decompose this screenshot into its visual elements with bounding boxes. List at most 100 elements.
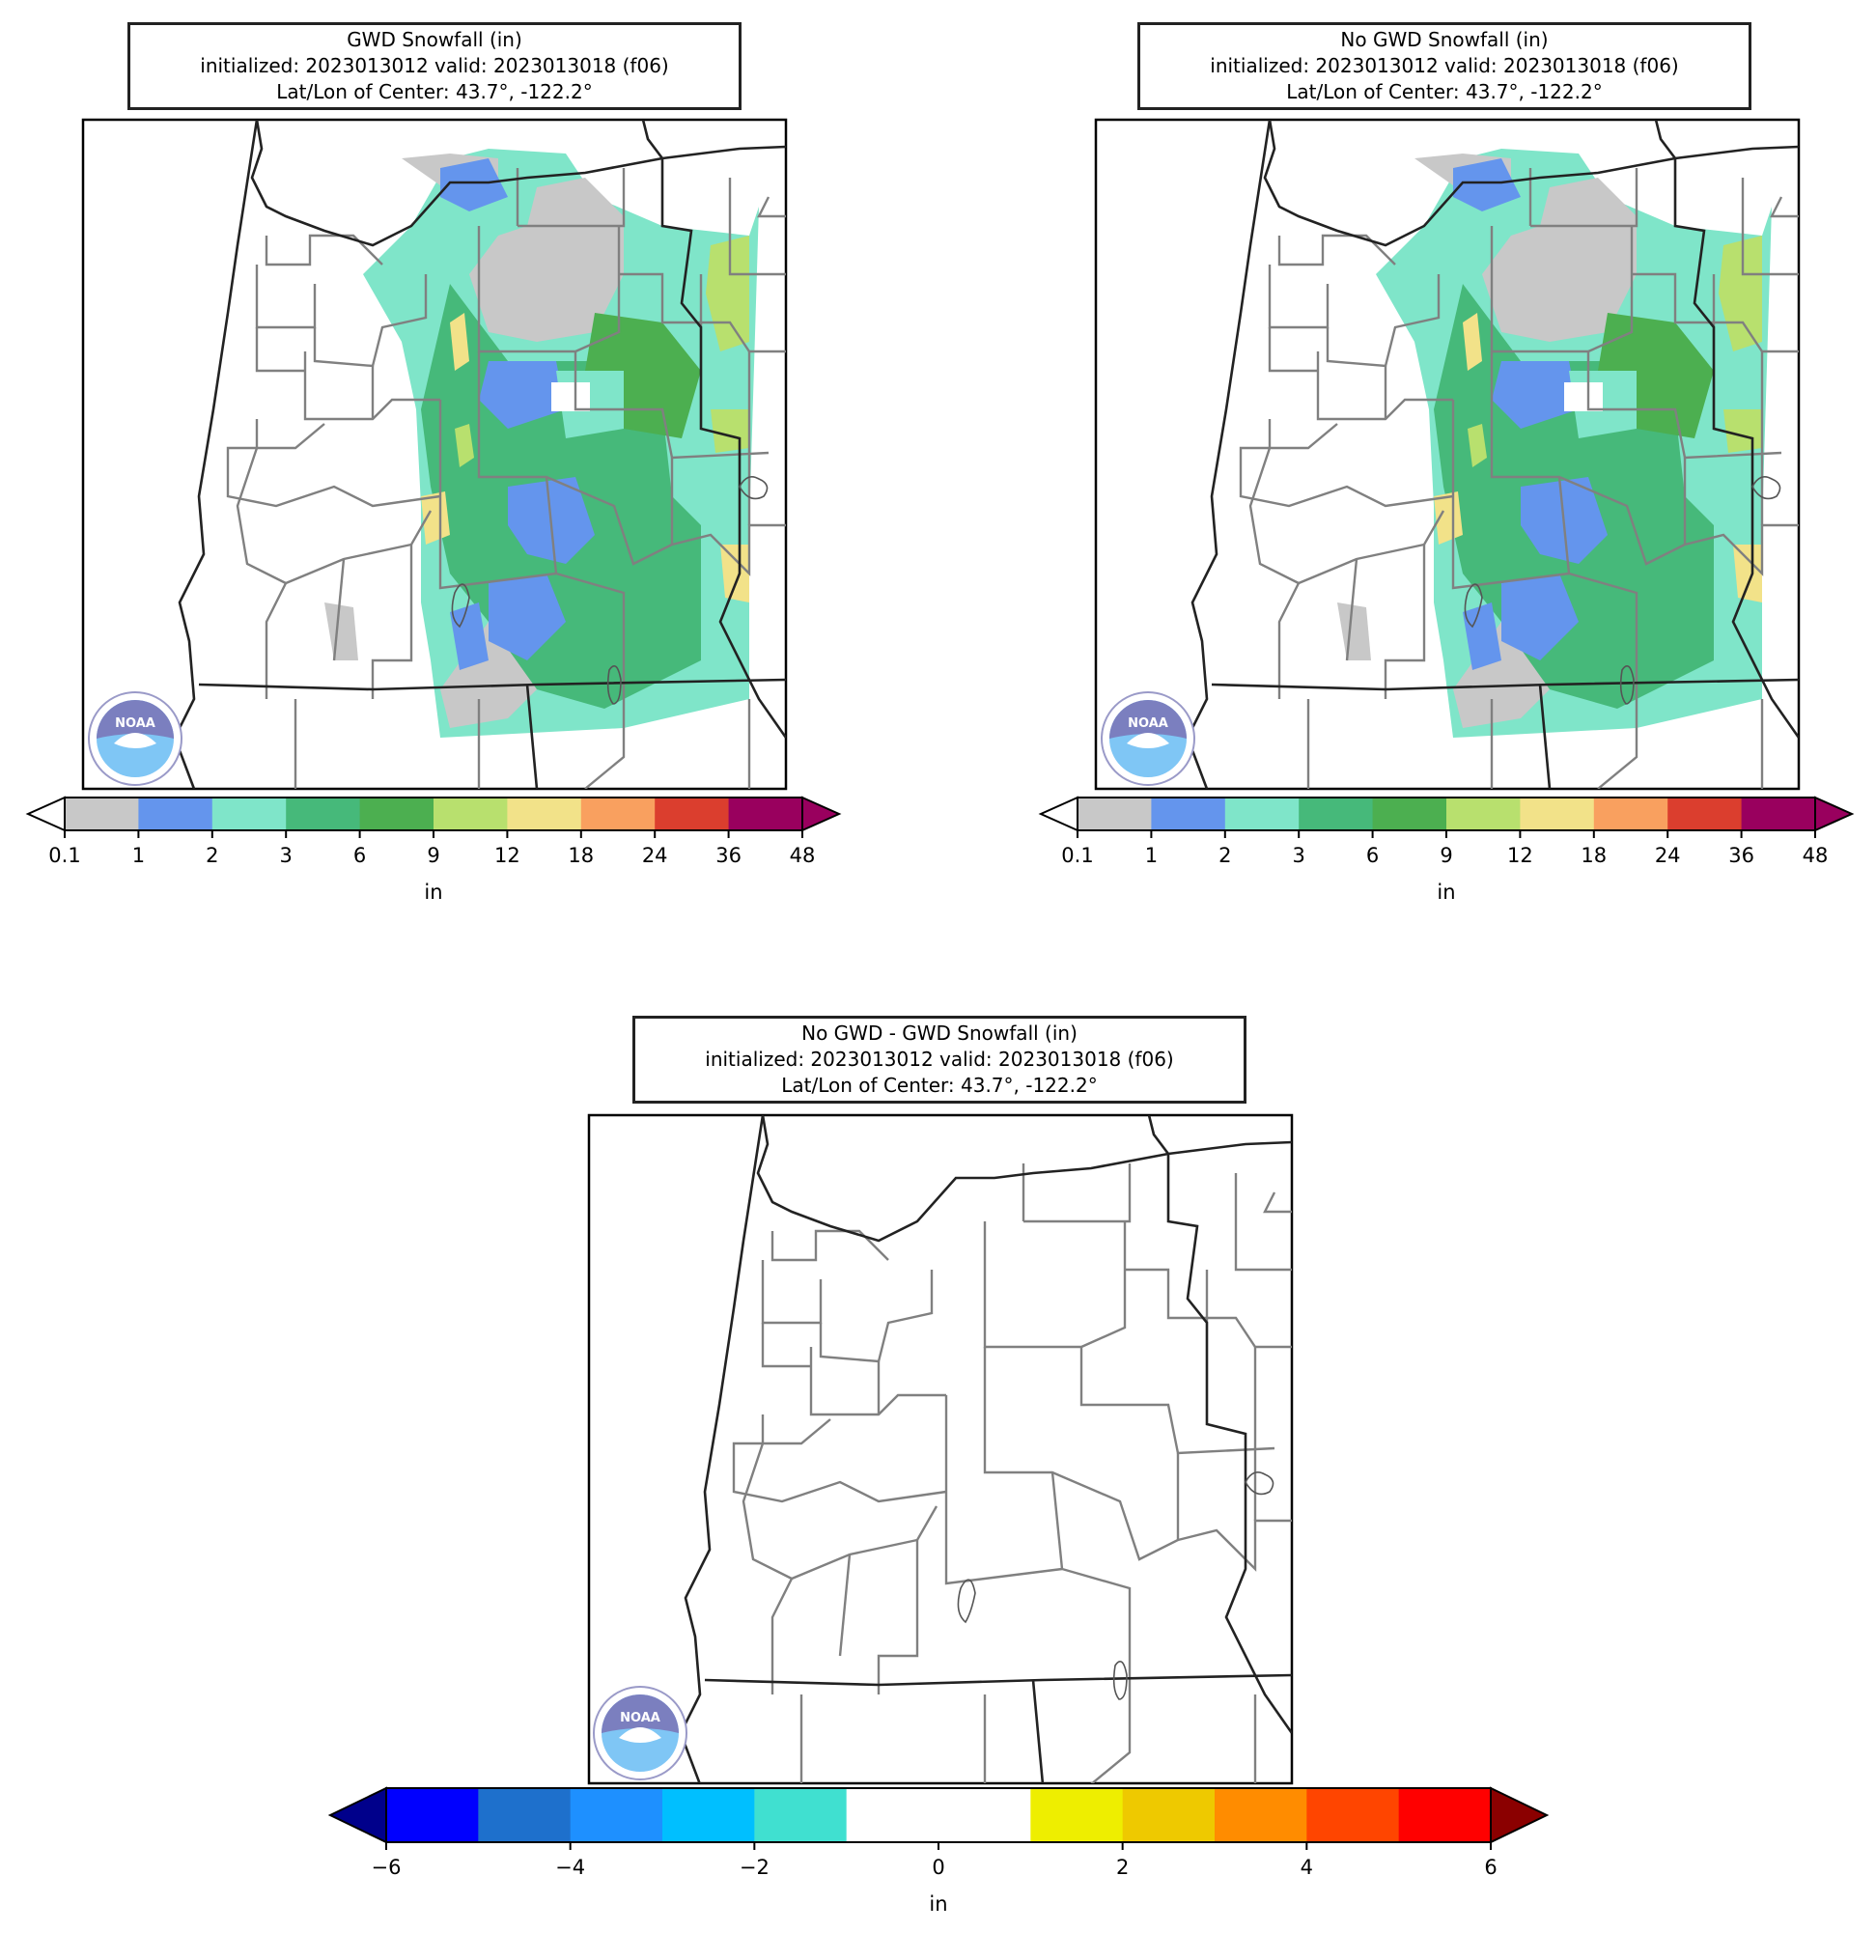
- colorbar-unit-label: in: [424, 881, 443, 904]
- colorbar-swatch: [1741, 798, 1816, 830]
- snowfall-area: [479, 361, 566, 429]
- county-line: [1177, 1519, 1292, 1572]
- county-line: [1684, 523, 1799, 576]
- county-line: [255, 419, 325, 450]
- colorbar-swatch: [286, 798, 361, 830]
- colorbar-tick-label: 2: [1115, 1856, 1130, 1879]
- colorbar-tick-label: 6: [352, 844, 367, 867]
- colorbar-tick-label: 2: [206, 844, 219, 867]
- snowfall-area: [1501, 574, 1579, 660]
- colorbar-tick-label: 12: [1507, 844, 1533, 867]
- colorbar-tick-label: 3: [279, 844, 293, 867]
- snowfall-area: [489, 574, 566, 660]
- colorbar-tick-label: 3: [1292, 844, 1305, 867]
- title-line-1: No GWD Snowfall (in): [1340, 28, 1549, 51]
- snowfall-area: [324, 602, 358, 660]
- county-line: [770, 1578, 794, 1694]
- noaa-logo-diff: NOAA: [593, 1686, 687, 1780]
- snowfall-area: [455, 424, 474, 467]
- county-line: [838, 1554, 852, 1657]
- colorbar-tick-label: 4: [1300, 1856, 1314, 1879]
- colorbar-swatch: [1372, 798, 1447, 830]
- title-line-2: initialized: 2023013012 valid: 202301301…: [705, 1048, 1174, 1071]
- snow-free-area: [551, 382, 590, 411]
- county-line: [1326, 274, 1441, 368]
- county-line: [1770, 196, 1799, 218]
- county-line: [1384, 545, 1426, 699]
- snowfall-area: [450, 602, 489, 670]
- colorbar-tick-label: 1: [1144, 844, 1159, 867]
- colorbar-swatch: [1030, 1788, 1124, 1842]
- colorbar-tick-label: 0.1: [48, 844, 81, 867]
- county-line: [761, 1260, 823, 1325]
- county-line: [255, 327, 305, 373]
- title-line-3: Lat/Lon of Center: 43.7°, -122.2°: [781, 1074, 1098, 1097]
- colorbar-over-arrow: [801, 796, 842, 832]
- colorbar-tick-label: 6: [1484, 1856, 1498, 1879]
- colorbar-swatch: [1215, 1788, 1307, 1842]
- colorbar-tick-label: 36: [1728, 844, 1754, 867]
- county-line: [1268, 265, 1330, 329]
- county-line: [761, 1323, 811, 1368]
- colorbar-tick-label: 9: [427, 844, 440, 867]
- colorbar-swatch: [754, 1788, 848, 1842]
- state-line: [1211, 678, 1799, 691]
- county-line: [1239, 446, 1454, 508]
- colorbar-over-arrow: [1814, 796, 1855, 832]
- logo-text: NOAA: [620, 1711, 660, 1725]
- noaa-logo-nogwd: NOAA: [1101, 691, 1195, 786]
- snowfall-area: [1434, 491, 1463, 545]
- colorbar-under-arrow: [25, 796, 66, 832]
- colorbar-swatch: [846, 1788, 939, 1842]
- colorbar-under-arrow: [1038, 796, 1078, 832]
- colorbar-nogwd: [1038, 796, 1855, 838]
- colorbar-swatch: [1306, 1788, 1400, 1842]
- colorbar-swatch: [138, 798, 213, 830]
- state-line: [1186, 120, 1272, 789]
- title-diff: No GWD - GWD Snowfall (in) initialized: …: [632, 1016, 1246, 1104]
- county-line: [313, 274, 428, 368]
- colorbar-swatch: [580, 798, 656, 830]
- county-line: [255, 265, 317, 329]
- snowfall-area: [469, 178, 624, 342]
- logo-sky: [97, 700, 174, 739]
- colorbar-swatch: [1122, 1788, 1216, 1842]
- colorbar-tick-label: 36: [715, 844, 742, 867]
- state-line: [1031, 1679, 1045, 1783]
- state-line: [704, 1673, 1292, 1687]
- state-line: [660, 158, 786, 739]
- logo-gull-icon: [1127, 733, 1169, 748]
- noaa-logo-gwd: NOAA: [88, 691, 182, 786]
- state-line: [1538, 684, 1552, 789]
- colorbar-tick-label: 48: [789, 844, 816, 867]
- colorbar-unit-label: in: [1437, 881, 1456, 904]
- snowfall-area: [720, 545, 749, 602]
- title-gwd: GWD Snowfall (in) initialized: 202301301…: [127, 22, 742, 110]
- colorbar-swatch: [1446, 798, 1521, 830]
- lake-outline: [1245, 1471, 1274, 1496]
- colorbar-tick-label: −4: [555, 1856, 586, 1879]
- colorbar-swatch: [1593, 798, 1668, 830]
- state-line: [641, 120, 664, 159]
- county-line: [1597, 680, 1638, 789]
- title-line-1: GWD Snowfall (in): [347, 28, 522, 51]
- borders-nogwd: [1186, 120, 1799, 789]
- county-line: [265, 582, 288, 699]
- colorbar-swatch: [1078, 798, 1152, 830]
- county-line: [1277, 582, 1301, 699]
- colorbar-tick-label: 12: [494, 844, 520, 867]
- colorbar-unit-label: in: [929, 1892, 948, 1916]
- lake-outline: [1464, 583, 1483, 629]
- county-line: [1079, 1347, 1275, 1455]
- snow-free-area: [1564, 382, 1603, 411]
- county-line: [819, 1270, 934, 1363]
- colorbar-swatch: [211, 798, 287, 830]
- lake-outline: [1751, 476, 1781, 500]
- colorbar-tick-label: 9: [1440, 844, 1453, 867]
- county-line: [757, 196, 786, 218]
- colorbar-tick-label: 6: [1365, 844, 1380, 867]
- lake-outline: [957, 1579, 976, 1624]
- county-line: [584, 680, 626, 789]
- county-line: [761, 1414, 831, 1445]
- state-line: [173, 120, 259, 789]
